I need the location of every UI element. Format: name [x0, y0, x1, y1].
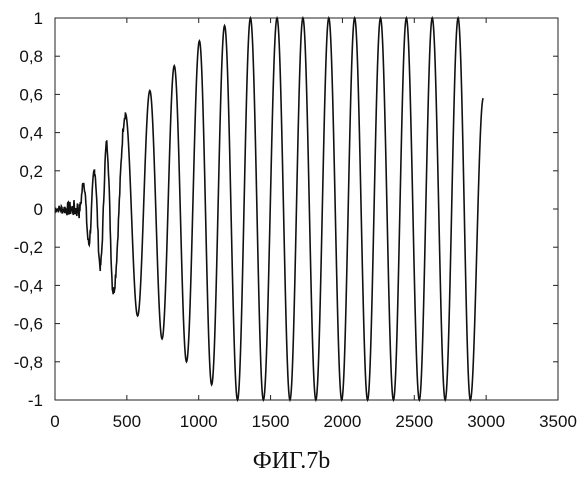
x-tick-label: 500: [113, 412, 141, 431]
chart-figure: 0 500 1000 1500 2000 2500 3000 3500 1 0,8 0,6 0,4 0,…: [0, 0, 583, 440]
y-tick-label: 0,8: [19, 47, 43, 66]
y-tick-label: -1: [28, 391, 43, 410]
x-tick-label: 2000: [324, 412, 362, 431]
x-tick-label: 3000: [467, 412, 505, 431]
series-line: [55, 18, 483, 400]
x-tick-label: 0: [50, 412, 59, 431]
y-tick-label: -0,8: [14, 353, 43, 372]
y-tick-label: 0,2: [19, 162, 43, 181]
series-group: [55, 18, 483, 400]
y-tick-label: 0,4: [19, 124, 43, 143]
x-tick-label: 2500: [395, 412, 433, 431]
y-tick-label: 0,6: [19, 85, 43, 104]
figure-caption: ФИГ.7b: [0, 448, 583, 475]
y-tick-label: -0,4: [14, 276, 43, 295]
x-tick-label: 1000: [180, 412, 218, 431]
x-tick-label: 3500: [539, 412, 577, 431]
y-tick-label: -0,6: [14, 315, 43, 334]
y-tick-label: 0: [34, 200, 43, 219]
x-tick-label: 1500: [252, 412, 290, 431]
y-tick-label: -0,2: [14, 238, 43, 257]
y-tick-label: 1: [34, 9, 43, 28]
